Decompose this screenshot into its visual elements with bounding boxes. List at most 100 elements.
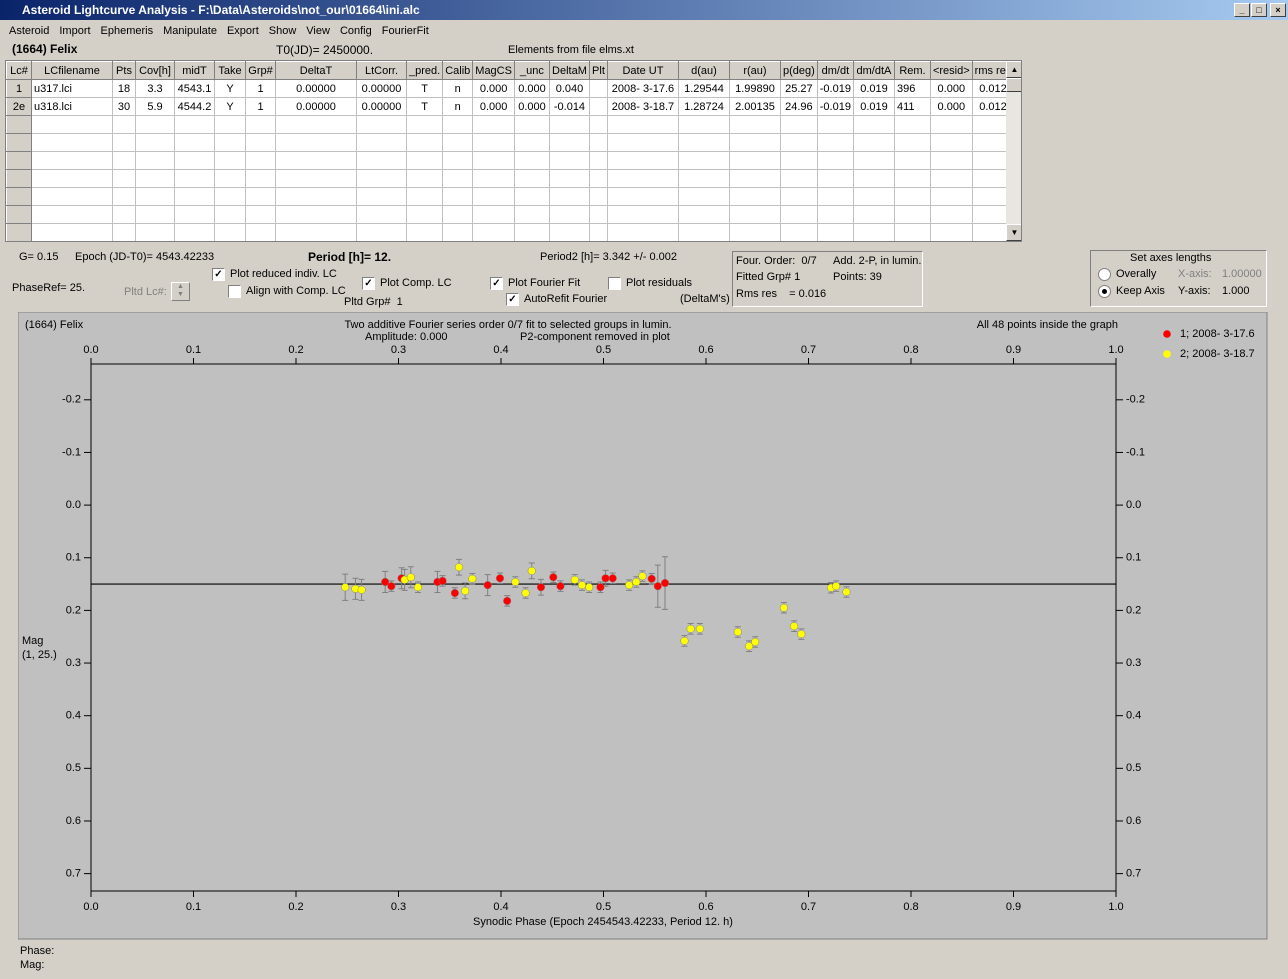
x-tick-label-top: 0.0: [83, 344, 98, 356]
checkbox[interactable]: ✓: [506, 293, 519, 306]
radio-label[interactable]: Overally: [1116, 268, 1157, 280]
close-button[interactable]: ×: [1270, 3, 1286, 17]
table-cell: [852, 205, 895, 224]
menu-item[interactable]: Export: [226, 25, 259, 37]
column-header[interactable]: Plt: [588, 61, 608, 80]
scroll-down[interactable]: ▼: [1006, 224, 1021, 241]
minimize-button[interactable]: _: [1234, 3, 1250, 17]
status-mag: Mag:: [20, 959, 45, 971]
table-cell: [588, 205, 608, 224]
column-header[interactable]: midT: [174, 61, 215, 80]
table-cell: [442, 151, 474, 170]
scroll-thumb[interactable]: [1006, 78, 1021, 92]
menu-item[interactable]: Import: [59, 25, 91, 37]
checkbox-label[interactable]: Plot residuals: [626, 277, 693, 289]
menu-item[interactable]: Asteroid: [9, 25, 50, 37]
checkbox[interactable]: ✓: [212, 268, 225, 281]
table-cell: [816, 133, 854, 152]
column-header[interactable]: DeltaM: [548, 61, 590, 80]
data-point: [638, 572, 647, 581]
column-header[interactable]: LtCorr.: [356, 61, 407, 80]
checkbox-label[interactable]: Plot Fourier Fit: [508, 277, 581, 289]
table-cell: [929, 133, 973, 152]
scroll-up[interactable]: ▲: [1006, 61, 1021, 78]
empty-row: [6, 205, 1015, 224]
column-header[interactable]: DeltaT: [275, 61, 357, 80]
table-cell: [816, 187, 854, 206]
radio-button[interactable]: [1098, 285, 1111, 298]
checkbox[interactable]: ✓: [490, 277, 503, 290]
column-header[interactable]: Grp#: [245, 61, 276, 80]
table-cell: [852, 187, 895, 206]
table-cell: [174, 223, 215, 241]
data-point: [751, 637, 760, 647]
column-header[interactable]: LCfilename: [31, 61, 113, 80]
checkbox[interactable]: [608, 277, 621, 290]
column-header[interactable]: _unc: [513, 61, 550, 80]
checkbox[interactable]: ✓: [362, 277, 375, 290]
table-cell: [245, 115, 276, 134]
menu-item[interactable]: View: [306, 25, 330, 37]
y-tick-label: 0.5: [66, 762, 81, 774]
column-header[interactable]: dm/dtA: [852, 61, 895, 80]
column-header[interactable]: p(deg): [779, 61, 818, 80]
table-cell: [174, 151, 215, 170]
checkbox-label[interactable]: Align with Comp. LC: [246, 285, 346, 297]
table-cell: [275, 205, 357, 224]
table-cell: [214, 151, 246, 170]
table-cell: [472, 223, 515, 241]
x-axis-value: 1.00000: [1222, 268, 1262, 280]
table-cell: [6, 133, 32, 152]
column-header[interactable]: _pred.: [405, 61, 444, 80]
data-point: [450, 588, 459, 598]
checkbox-label[interactable]: AutoRefit Fourier: [524, 293, 608, 305]
data-point: [632, 577, 641, 587]
column-header[interactable]: Rem.: [893, 61, 931, 80]
column-header[interactable]: Lc#: [6, 61, 32, 80]
x-tick-label-top: 1.0: [1108, 344, 1123, 356]
column-header[interactable]: Pts: [112, 61, 136, 80]
table-cell: 0.040: [548, 79, 590, 98]
table-cell: n: [442, 79, 474, 98]
menu-item[interactable]: Show: [268, 25, 297, 37]
menu-item[interactable]: Config: [339, 25, 372, 37]
column-header[interactable]: Calib: [442, 61, 474, 80]
column-header[interactable]: dm/dt: [816, 61, 854, 80]
table-cell: [31, 187, 113, 206]
table-cell: 0.00000: [275, 97, 357, 116]
table-cell: [112, 187, 136, 206]
column-header[interactable]: rms res: [971, 61, 1015, 80]
table-cell: [816, 115, 854, 134]
menu-item[interactable]: Ephemeris: [100, 25, 154, 37]
table-cell: [606, 187, 679, 206]
data-point: [745, 642, 754, 651]
pltd-lc-spinner[interactable]: ▲ ▼: [171, 282, 190, 301]
maximize-button[interactable]: □: [1251, 3, 1267, 17]
table-cell: [245, 187, 276, 206]
table-cell: [548, 223, 590, 241]
column-header[interactable]: Cov[h]: [135, 61, 175, 80]
menu-item[interactable]: FourierFit: [381, 25, 429, 37]
table-cell: 24.96: [779, 97, 818, 116]
checkbox[interactable]: [228, 285, 241, 298]
table-cell: 0.00000: [356, 79, 407, 98]
scrollbar[interactable]: ▲ ▼: [1006, 61, 1021, 241]
column-header[interactable]: d(au): [677, 61, 730, 80]
checkbox-label[interactable]: Plot reduced indiv. LC: [230, 268, 337, 280]
data-point: [680, 636, 689, 645]
menu-item[interactable]: Manipulate: [163, 25, 217, 37]
column-header[interactable]: MagCS: [472, 61, 515, 80]
data-point: [733, 627, 742, 637]
radio-label[interactable]: Keep Axis: [1116, 285, 1165, 297]
column-header[interactable]: <resid>: [929, 61, 973, 80]
table-cell: 0.012: [971, 79, 1015, 98]
y-axis-value[interactable]: 1.000: [1222, 285, 1250, 297]
checkbox-label[interactable]: Plot Comp. LC: [380, 277, 452, 289]
column-header[interactable]: Date UT: [606, 61, 679, 80]
column-header[interactable]: Take: [214, 61, 246, 80]
column-header[interactable]: r(au): [728, 61, 781, 80]
radio-button[interactable]: [1098, 268, 1111, 281]
data-point: [842, 587, 851, 597]
